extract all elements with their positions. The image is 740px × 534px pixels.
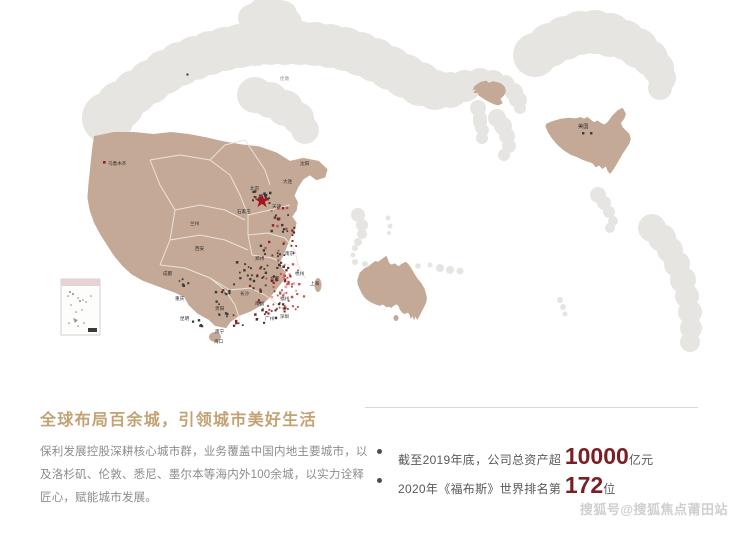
svg-text:昆明: 昆明 [180, 316, 190, 322]
svg-text:杭州: 杭州 [295, 270, 305, 277]
svg-text:海口: 海口 [214, 338, 224, 345]
svg-text:石家庄: 石家庄 [237, 208, 251, 215]
svg-text:福州: 福州 [280, 295, 290, 302]
svg-text:合肥: 合肥 [270, 275, 280, 282]
svg-text:西安: 西安 [195, 245, 205, 252]
svg-text:南京: 南京 [285, 250, 295, 257]
svg-text:深圳: 深圳 [280, 313, 290, 320]
svg-text:大连: 大连 [283, 178, 293, 185]
svg-text:贵阳: 贵阳 [215, 305, 225, 312]
svg-text:上海: 上海 [310, 280, 320, 287]
svg-text:南昌: 南昌 [255, 300, 265, 307]
svg-text:美国: 美国 [578, 122, 588, 130]
svg-text:天津: 天津 [272, 203, 282, 210]
svg-text:南宁: 南宁 [215, 328, 225, 334]
svg-text:广州: 广州 [265, 315, 275, 322]
svg-text:伦敦: 伦敦 [280, 75, 290, 82]
svg-text:兰州: 兰州 [190, 220, 200, 226]
svg-text:北京: 北京 [250, 185, 260, 192]
svg-text:长沙: 长沙 [240, 290, 250, 297]
svg-text:重庆: 重庆 [175, 295, 185, 302]
svg-text:乌鲁木齐: 乌鲁木齐 [108, 160, 127, 167]
svg-text:沈阳: 沈阳 [300, 160, 310, 167]
svg-text:郑州: 郑州 [255, 255, 265, 262]
svg-text:成都: 成都 [163, 270, 173, 277]
